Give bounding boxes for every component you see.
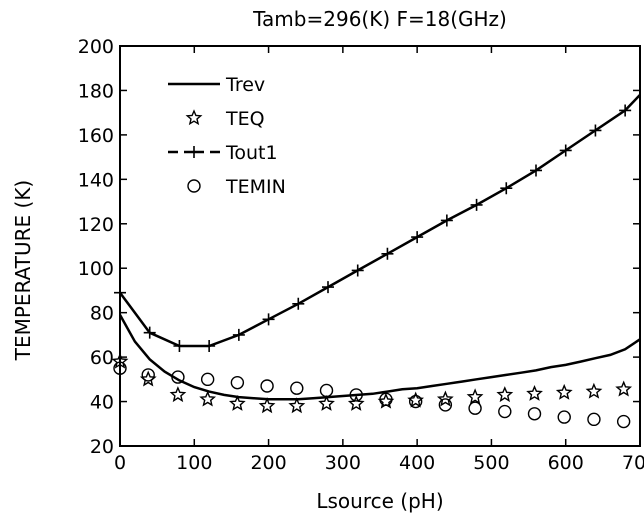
legend: Trev TEQ Tout1 TEMIN xyxy=(168,74,286,198)
x-tick-label: 200 xyxy=(250,452,286,474)
temin-point xyxy=(319,383,334,398)
temin-point xyxy=(616,414,631,429)
legend-label: Tout1 xyxy=(225,142,278,164)
teq-point xyxy=(169,386,187,403)
temin-point xyxy=(557,410,571,424)
y-tick-label: 180 xyxy=(78,80,114,102)
x-tick-label: 100 xyxy=(176,452,212,474)
y-tick-label: 60 xyxy=(90,347,114,369)
y-tick-label: 40 xyxy=(90,392,114,414)
tout1-point xyxy=(411,231,424,244)
y-tick-label: 80 xyxy=(90,303,114,325)
teq-point xyxy=(347,394,365,411)
x-tick-label: 0 xyxy=(114,452,126,474)
temin-point xyxy=(200,372,215,387)
legend-plus-symbol xyxy=(188,146,200,158)
legend-item-teq: TEQ xyxy=(185,108,265,130)
tout1-point xyxy=(262,313,275,326)
series-teq xyxy=(111,352,633,414)
legend-label: TEMIN xyxy=(225,176,286,198)
teq-point xyxy=(111,352,129,369)
series-trev xyxy=(118,314,641,401)
tout1-point xyxy=(589,124,602,137)
series-line-trev xyxy=(118,314,641,401)
tout1-point xyxy=(470,198,483,211)
y-tick-label: 20 xyxy=(90,436,114,458)
x-tick-label: 300 xyxy=(325,452,361,474)
y-tick-label: 140 xyxy=(78,169,114,191)
temin-point xyxy=(587,412,601,427)
legend-item-tout1: Tout1 xyxy=(168,142,278,164)
tout1-point xyxy=(114,286,126,299)
tout1-point xyxy=(351,264,364,277)
temin-point xyxy=(408,394,423,409)
temin-point xyxy=(349,388,363,402)
series-tout1 xyxy=(114,94,641,352)
teq-point xyxy=(436,390,454,407)
tout1-point xyxy=(203,340,216,352)
teq-point xyxy=(496,386,514,403)
plot-area xyxy=(111,94,641,429)
x-tick-label: 700 xyxy=(622,452,644,474)
temin-point xyxy=(230,375,245,390)
x-tick-label: 500 xyxy=(473,452,509,474)
tout1-point xyxy=(500,182,513,195)
teq-point xyxy=(228,394,246,411)
teq-point xyxy=(258,397,276,414)
tout1-point xyxy=(322,281,334,294)
tout1-point xyxy=(440,214,453,227)
teq-point xyxy=(555,383,573,400)
temin-point xyxy=(171,370,185,384)
teq-point xyxy=(615,380,633,397)
x-tick-label: 400 xyxy=(399,452,435,474)
y-tick-label: 200 xyxy=(78,36,114,58)
teq-point xyxy=(288,397,306,414)
temin-point xyxy=(290,381,304,395)
series-temin xyxy=(113,361,631,429)
tout1-point xyxy=(619,104,632,117)
temin-point xyxy=(498,404,512,419)
legend-label: Trev xyxy=(225,74,265,96)
tout1-point xyxy=(173,340,186,352)
temin-point xyxy=(527,407,542,421)
legend-circle-symbol xyxy=(187,179,201,193)
temin-point xyxy=(141,368,155,382)
temin-point xyxy=(468,401,482,415)
tout1-point xyxy=(232,328,245,341)
y-tick-label: 120 xyxy=(78,214,114,236)
teq-point xyxy=(585,382,603,399)
x-axis-label: Lsource (pH) xyxy=(316,489,443,513)
x-tick-label: 600 xyxy=(548,452,584,474)
y-tick-label: 160 xyxy=(78,125,114,147)
teq-point xyxy=(318,394,335,411)
tout1-point xyxy=(559,144,572,157)
tout1-point xyxy=(292,297,305,310)
temin-point xyxy=(438,398,453,412)
chart-title: Tamb=296(K) F=18(GHz) xyxy=(252,7,507,31)
y-axis-label: TEMPERATURE (K) xyxy=(11,180,35,362)
legend-item-trev: Trev xyxy=(168,74,265,96)
temin-point xyxy=(260,379,274,393)
teq-point xyxy=(199,390,217,407)
tout1-point xyxy=(530,164,542,177)
legend-label: TEQ xyxy=(225,108,265,130)
legend-item-temin: TEMIN xyxy=(187,176,286,198)
y-tick-label: 100 xyxy=(78,258,114,280)
teq-point xyxy=(466,388,484,405)
tout1-point xyxy=(381,247,394,260)
temin-point xyxy=(379,392,393,407)
legend-star-symbol xyxy=(185,109,203,126)
teq-point xyxy=(526,384,543,401)
axis-ticks: 0 100 200 300 400 500 600 700 20 40 60 80 100 120 140 1… xyxy=(78,36,644,474)
plot-frame xyxy=(119,45,641,447)
series-line-tout1 xyxy=(118,94,641,348)
tout1-point xyxy=(143,326,156,339)
temin-point xyxy=(113,361,127,375)
